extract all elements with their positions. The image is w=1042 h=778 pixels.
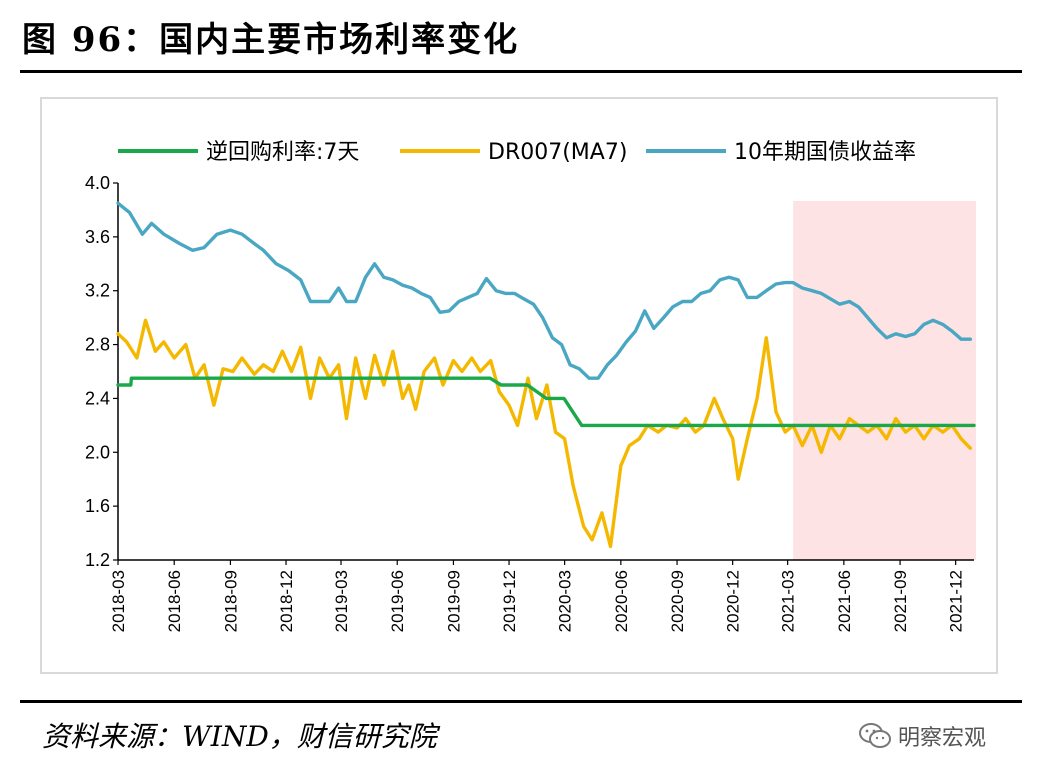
x-tick-label: 2021-12 bbox=[947, 570, 966, 632]
x-tick-label: 2020-09 bbox=[668, 570, 687, 632]
chart-frame: 4.0 3.6 3.2 2.8 2.4 2.0 1.6 1.2 2018-03 2018-06 20… bbox=[40, 97, 998, 674]
figure-title: 图 96：国内主要市场利率变化 bbox=[22, 20, 520, 60]
x-tick-label: 2018-09 bbox=[221, 570, 240, 632]
x-tick-label: 2018-03 bbox=[109, 570, 128, 632]
watermark-text: 明察宏观 bbox=[898, 726, 987, 751]
highlight-band bbox=[793, 201, 976, 560]
legend-label: 逆回购利率:7天 bbox=[206, 140, 359, 165]
x-tick-label: 2019-12 bbox=[500, 570, 519, 632]
legend-label: DR007(MA7) bbox=[488, 140, 627, 165]
y-tick-label: 3.2 bbox=[85, 281, 110, 301]
x-tick-label: 2019-06 bbox=[388, 570, 407, 632]
series-line bbox=[116, 376, 976, 428]
source-note: 资料来源：WIND，财信研究院 bbox=[42, 720, 437, 753]
series-line bbox=[116, 318, 972, 549]
watermark: 明察宏观 bbox=[858, 718, 986, 754]
y-tick-label: 1.2 bbox=[85, 550, 110, 570]
x-tick-label: 2021-09 bbox=[891, 570, 910, 632]
y-tick-label: 2.4 bbox=[85, 388, 110, 408]
y-tick-label: 2.8 bbox=[85, 335, 110, 355]
wechat-icon bbox=[859, 723, 891, 748]
x-tick-label: 2019-03 bbox=[332, 570, 351, 632]
x-tick-label: 2019-09 bbox=[444, 570, 463, 632]
source-rule bbox=[20, 700, 1022, 703]
x-tick-label: 2021-03 bbox=[779, 570, 798, 632]
y-tick-label: 1.6 bbox=[85, 496, 110, 516]
x-tick-label: 2021-06 bbox=[835, 570, 854, 632]
series-line bbox=[116, 201, 972, 380]
legend-label: 10年期国债收益率 bbox=[734, 140, 916, 165]
x-tick-label: 2018-06 bbox=[165, 570, 184, 632]
x-tick-label: 2020-06 bbox=[612, 570, 631, 632]
y-tick-label: 3.6 bbox=[85, 227, 110, 247]
x-tick-label: 2020-12 bbox=[724, 570, 743, 632]
y-tick-label: 2.0 bbox=[85, 442, 110, 462]
y-tick-label: 4.0 bbox=[85, 173, 110, 193]
title-rule bbox=[20, 70, 1022, 73]
x-tick-label: 2018-12 bbox=[277, 570, 296, 632]
x-tick-label: 2020-03 bbox=[556, 570, 575, 632]
